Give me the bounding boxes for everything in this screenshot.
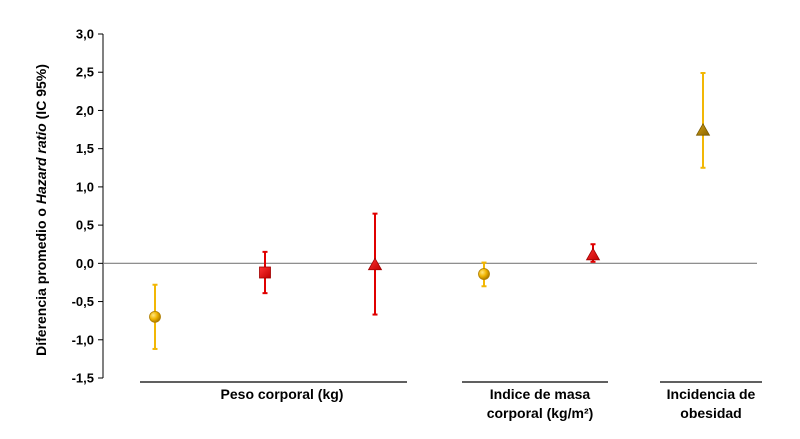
y-tick-label: 1,5 xyxy=(76,141,94,156)
y-axis xyxy=(98,33,104,379)
data-point-5 xyxy=(695,71,711,169)
data-points xyxy=(149,71,711,350)
group-label: obesidad xyxy=(680,405,741,421)
group-label: Incidencia de xyxy=(667,386,756,402)
y-tick-label: 0,5 xyxy=(76,218,94,233)
group-label: Indice de masa xyxy=(490,386,591,402)
group-label: corporal (kg/m²) xyxy=(487,405,594,421)
y-axis-label-suffix: (IC 95%) xyxy=(33,64,49,123)
y-tick-label: 0,0 xyxy=(76,256,94,271)
circle-marker xyxy=(478,268,490,280)
group-label: Peso corporal (kg) xyxy=(221,386,344,402)
triangle-marker xyxy=(695,123,711,136)
y-tick-labels: -1,5 -1,0 -0,5 0,0 0,5 1,0 1,5 2,0 2,5 3,0 xyxy=(72,27,94,386)
group-labels: Peso corporal (kg) Indice de masa corporal… xyxy=(221,386,756,421)
y-axis-label-prefix: Diferencia promedio o xyxy=(33,204,49,356)
data-point-2 xyxy=(367,212,383,316)
y-axis-label-italic: Hazard ratio xyxy=(33,123,49,204)
y-tick-label: 3,0 xyxy=(76,27,94,42)
data-point-3 xyxy=(478,261,490,288)
y-tick-label: -1,0 xyxy=(72,332,94,347)
data-point-0 xyxy=(149,283,161,350)
triangle-marker xyxy=(367,257,383,271)
y-tick-label: 2,0 xyxy=(76,103,94,118)
square-marker xyxy=(259,266,271,279)
circle-marker xyxy=(149,310,161,323)
y-tick-label: 1,0 xyxy=(76,179,94,194)
y-tick-label: -1,5 xyxy=(72,371,94,386)
y-axis-label: Diferencia promedio o Hazard ratio (IC 9… xyxy=(33,64,49,356)
triangle-marker xyxy=(585,247,601,261)
data-point-4 xyxy=(585,243,601,263)
data-point-1 xyxy=(259,250,271,295)
y-tick-label: -0,5 xyxy=(72,294,94,309)
y-tick-label: 2,5 xyxy=(76,65,94,80)
